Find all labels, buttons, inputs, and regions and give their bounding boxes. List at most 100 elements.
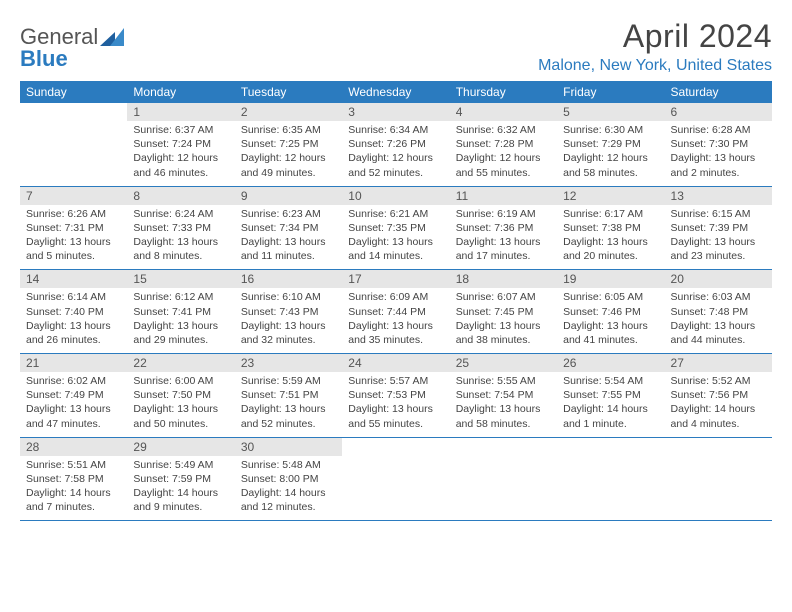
day-content-cell: Sunrise: 6:37 AMSunset: 7:24 PMDaylight:… (127, 121, 234, 186)
day-number-cell: 24 (342, 354, 449, 373)
daylight-text: Daylight: 13 hours and 29 minutes. (133, 319, 228, 347)
daylight-text: Daylight: 13 hours and 20 minutes. (563, 235, 658, 263)
sunset-text: Sunset: 7:39 PM (671, 221, 766, 235)
sunrise-text: Sunrise: 5:48 AM (241, 458, 336, 472)
day-header-cell: Friday (557, 81, 664, 103)
day-content-cell: Sunrise: 6:17 AMSunset: 7:38 PMDaylight:… (557, 205, 664, 270)
daylight-text: Daylight: 14 hours and 4 minutes. (671, 402, 766, 430)
sunset-text: Sunset: 7:29 PM (563, 137, 658, 151)
sunrise-text: Sunrise: 5:55 AM (456, 374, 551, 388)
sunrise-text: Sunrise: 6:30 AM (563, 123, 658, 137)
day-content-cell: Sunrise: 5:51 AMSunset: 7:58 PMDaylight:… (20, 456, 127, 521)
day-content-cell (342, 456, 449, 521)
day-number-cell: 14 (20, 270, 127, 289)
day-content-cell: Sunrise: 6:32 AMSunset: 7:28 PMDaylight:… (450, 121, 557, 186)
daylight-text: Daylight: 13 hours and 8 minutes. (133, 235, 228, 263)
sunrise-text: Sunrise: 6:35 AM (241, 123, 336, 137)
day-content-cell: Sunrise: 5:59 AMSunset: 7:51 PMDaylight:… (235, 372, 342, 437)
sunset-text: Sunset: 7:30 PM (671, 137, 766, 151)
sunset-text: Sunset: 7:50 PM (133, 388, 228, 402)
sunrise-text: Sunrise: 5:59 AM (241, 374, 336, 388)
sunrise-text: Sunrise: 6:15 AM (671, 207, 766, 221)
sunrise-text: Sunrise: 6:21 AM (348, 207, 443, 221)
sunrise-text: Sunrise: 6:12 AM (133, 290, 228, 304)
sunset-text: Sunset: 7:36 PM (456, 221, 551, 235)
day-content-cell: Sunrise: 6:15 AMSunset: 7:39 PMDaylight:… (665, 205, 772, 270)
day-number-cell: 10 (342, 186, 449, 205)
sunset-text: Sunset: 7:26 PM (348, 137, 443, 151)
sunset-text: Sunset: 7:43 PM (241, 305, 336, 319)
day-header-cell: Monday (127, 81, 234, 103)
daylight-text: Daylight: 13 hours and 41 minutes. (563, 319, 658, 347)
day-content-cell: Sunrise: 6:03 AMSunset: 7:48 PMDaylight:… (665, 288, 772, 353)
daylight-text: Daylight: 13 hours and 14 minutes. (348, 235, 443, 263)
day-content-cell: Sunrise: 6:07 AMSunset: 7:45 PMDaylight:… (450, 288, 557, 353)
daylight-text: Daylight: 13 hours and 11 minutes. (241, 235, 336, 263)
daylight-text: Daylight: 12 hours and 55 minutes. (456, 151, 551, 179)
sunset-text: Sunset: 7:58 PM (26, 472, 121, 486)
sunset-text: Sunset: 7:59 PM (133, 472, 228, 486)
day-number-cell: 6 (665, 103, 772, 121)
day-number-cell: 30 (235, 437, 342, 456)
day-number-cell: 25 (450, 354, 557, 373)
daylight-text: Daylight: 13 hours and 2 minutes. (671, 151, 766, 179)
logo: General Blue (20, 18, 124, 70)
sunset-text: Sunset: 7:55 PM (563, 388, 658, 402)
day-number-cell (20, 103, 127, 121)
day-content-cell: Sunrise: 6:09 AMSunset: 7:44 PMDaylight:… (342, 288, 449, 353)
logo-mark-icon (100, 28, 124, 53)
sunrise-text: Sunrise: 5:51 AM (26, 458, 121, 472)
daylight-text: Daylight: 12 hours and 52 minutes. (348, 151, 443, 179)
sunset-text: Sunset: 7:38 PM (563, 221, 658, 235)
day-number-cell: 5 (557, 103, 664, 121)
day-number-cell: 19 (557, 270, 664, 289)
day-number-cell: 8 (127, 186, 234, 205)
daylight-text: Daylight: 13 hours and 44 minutes. (671, 319, 766, 347)
daylight-text: Daylight: 13 hours and 17 minutes. (456, 235, 551, 263)
day-number-cell: 22 (127, 354, 234, 373)
day-number-cell: 3 (342, 103, 449, 121)
daylight-text: Daylight: 14 hours and 12 minutes. (241, 486, 336, 514)
day-header-cell: Thursday (450, 81, 557, 103)
sunrise-text: Sunrise: 6:09 AM (348, 290, 443, 304)
daylight-text: Daylight: 12 hours and 49 minutes. (241, 151, 336, 179)
day-number-cell: 23 (235, 354, 342, 373)
sunset-text: Sunset: 7:40 PM (26, 305, 121, 319)
day-content-cell: Sunrise: 5:49 AMSunset: 7:59 PMDaylight:… (127, 456, 234, 521)
day-number-cell: 20 (665, 270, 772, 289)
sunrise-text: Sunrise: 6:14 AM (26, 290, 121, 304)
day-content-cell: Sunrise: 6:10 AMSunset: 7:43 PMDaylight:… (235, 288, 342, 353)
sunset-text: Sunset: 7:53 PM (348, 388, 443, 402)
sunrise-text: Sunrise: 5:57 AM (348, 374, 443, 388)
calendar-page: General Blue April 2024 Malone, New York… (0, 0, 792, 521)
sunset-text: Sunset: 7:24 PM (133, 137, 228, 151)
day-content-cell: Sunrise: 6:28 AMSunset: 7:30 PMDaylight:… (665, 121, 772, 186)
daylight-text: Daylight: 14 hours and 7 minutes. (26, 486, 121, 514)
sunrise-text: Sunrise: 6:03 AM (671, 290, 766, 304)
sunset-text: Sunset: 7:44 PM (348, 305, 443, 319)
title-block: April 2024 Malone, New York, United Stat… (538, 18, 772, 75)
sunrise-text: Sunrise: 6:07 AM (456, 290, 551, 304)
header: General Blue April 2024 Malone, New York… (20, 18, 772, 75)
day-number-cell: 7 (20, 186, 127, 205)
day-number-cell: 18 (450, 270, 557, 289)
day-content-cell: Sunrise: 6:30 AMSunset: 7:29 PMDaylight:… (557, 121, 664, 186)
daylight-text: Daylight: 12 hours and 46 minutes. (133, 151, 228, 179)
day-content-cell: Sunrise: 6:21 AMSunset: 7:35 PMDaylight:… (342, 205, 449, 270)
day-content-cell: Sunrise: 5:48 AMSunset: 8:00 PMDaylight:… (235, 456, 342, 521)
sunset-text: Sunset: 7:49 PM (26, 388, 121, 402)
daylight-text: Daylight: 13 hours and 23 minutes. (671, 235, 766, 263)
sunset-text: Sunset: 7:34 PM (241, 221, 336, 235)
day-number-cell: 13 (665, 186, 772, 205)
sunrise-text: Sunrise: 6:23 AM (241, 207, 336, 221)
day-number-cell: 9 (235, 186, 342, 205)
day-content-cell: Sunrise: 6:05 AMSunset: 7:46 PMDaylight:… (557, 288, 664, 353)
logo-blue: Blue (20, 46, 68, 71)
sunrise-text: Sunrise: 5:54 AM (563, 374, 658, 388)
sunset-text: Sunset: 7:51 PM (241, 388, 336, 402)
day-header-cell: Wednesday (342, 81, 449, 103)
sunrise-text: Sunrise: 5:52 AM (671, 374, 766, 388)
sunset-text: Sunset: 7:35 PM (348, 221, 443, 235)
sunset-text: Sunset: 7:33 PM (133, 221, 228, 235)
day-number-cell: 26 (557, 354, 664, 373)
